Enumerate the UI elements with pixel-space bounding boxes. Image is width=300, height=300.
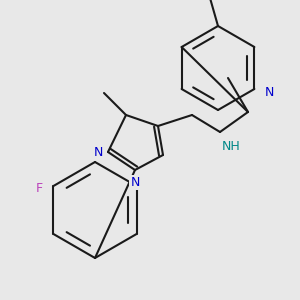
- Text: NH: NH: [222, 140, 241, 153]
- Text: F: F: [36, 182, 43, 194]
- Text: N: N: [130, 176, 140, 189]
- Text: N: N: [264, 86, 274, 100]
- Text: N: N: [94, 146, 103, 158]
